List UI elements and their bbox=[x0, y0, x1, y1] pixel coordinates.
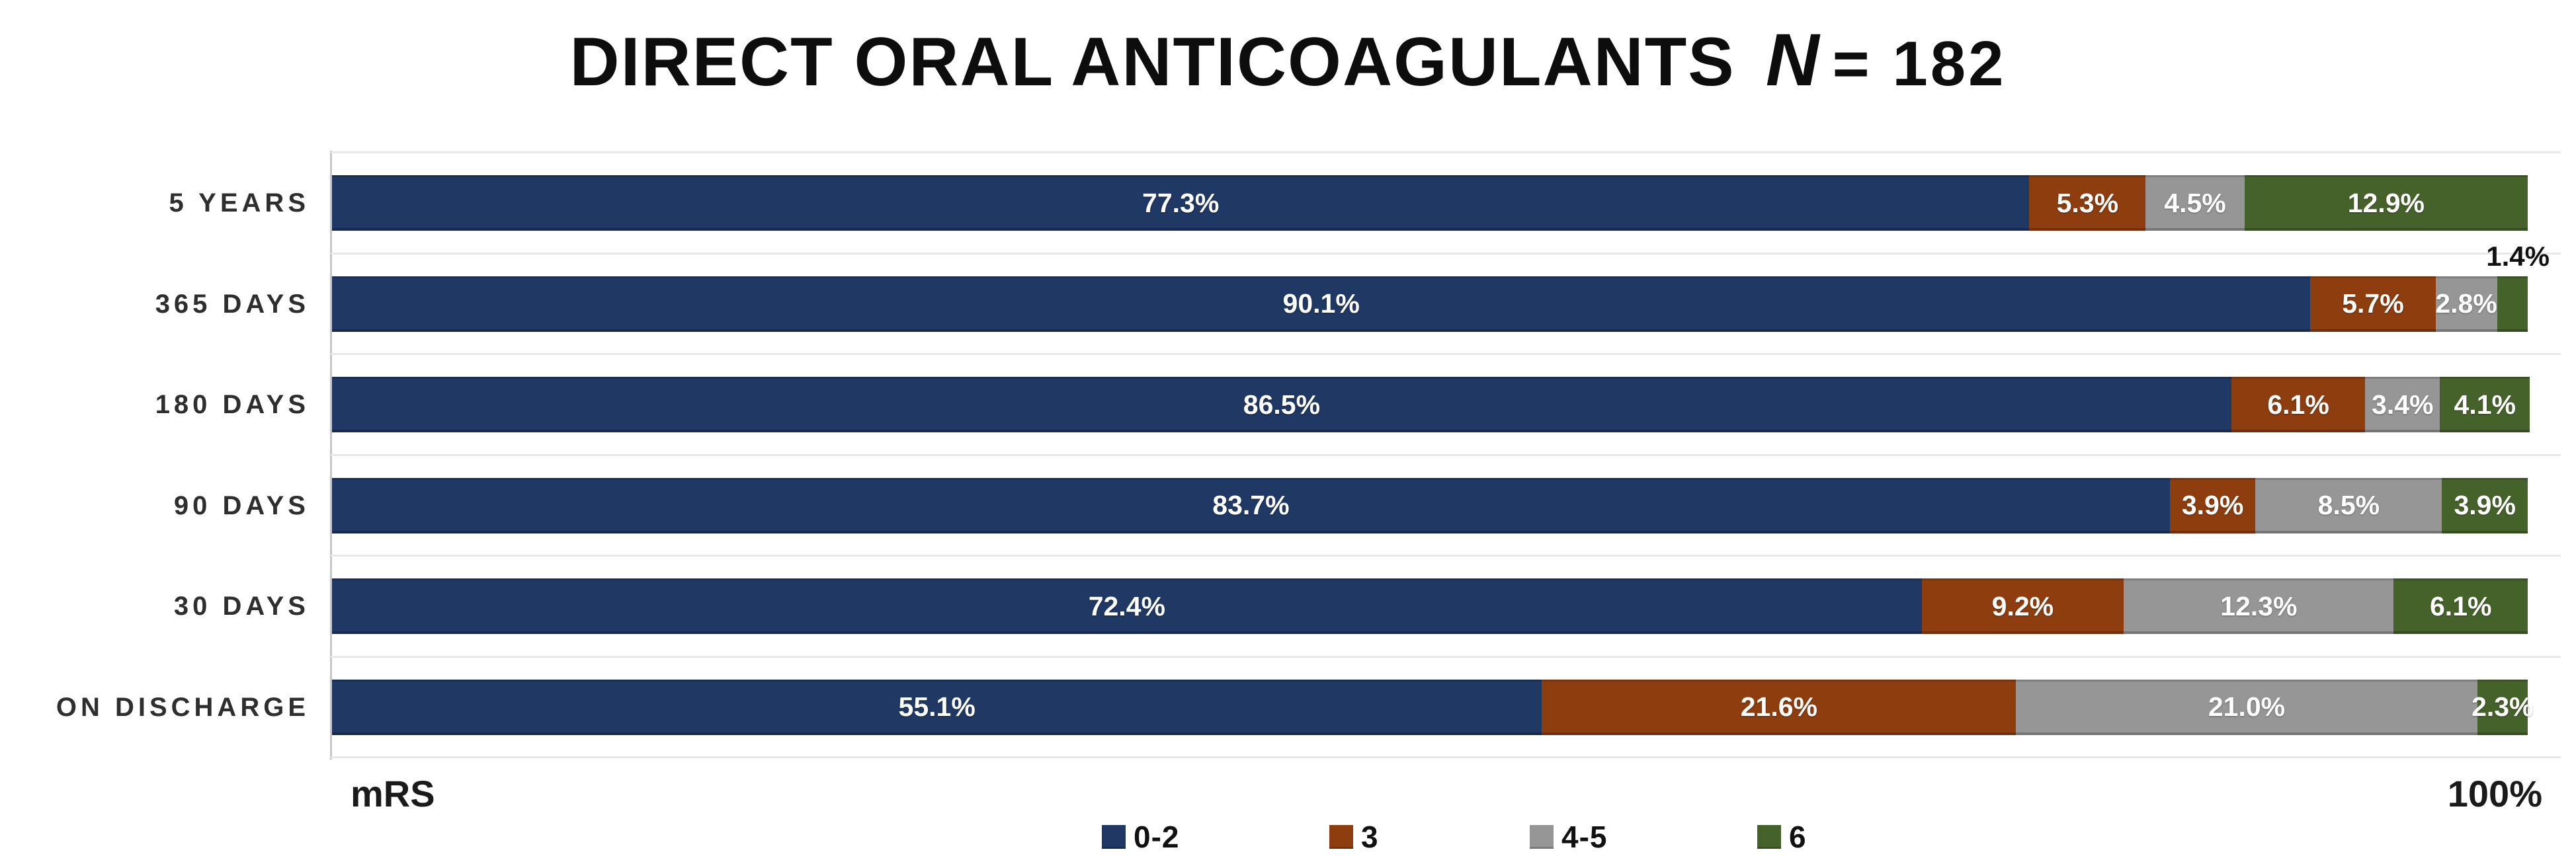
gridline bbox=[331, 756, 2561, 758]
bar-segment: 21.6% bbox=[1542, 679, 2016, 735]
segment-value-label: 72.4% bbox=[1088, 590, 1165, 621]
legend-label: 6 bbox=[1789, 820, 1807, 854]
category-label: 30 DAYS bbox=[173, 592, 310, 621]
chart-title-n-symbol: N bbox=[1765, 19, 1821, 101]
bar-row: 77.3% 5.3% 4.5% 12.9% bbox=[332, 175, 2528, 231]
segment-value-label: 2.3% bbox=[2472, 691, 2534, 722]
bar-segment: 3.9% bbox=[2169, 477, 2256, 533]
chart-title-n-value: = 182 bbox=[1832, 28, 2007, 99]
legend-item: 0-2 bbox=[1102, 820, 1179, 854]
segment-value-label: 12.3% bbox=[2220, 590, 2298, 621]
category-label: 180 DAYS bbox=[155, 390, 310, 420]
bar-segment: 3.9% bbox=[2442, 477, 2528, 533]
legend-swatch bbox=[1329, 825, 1353, 849]
bar-segment: 86.5% bbox=[332, 377, 2231, 432]
bar-segment: 3.4% bbox=[2365, 377, 2440, 432]
segment-value-label: 3.4% bbox=[2372, 389, 2434, 420]
segment-value-label: 3.9% bbox=[2181, 490, 2244, 520]
category-label: ON DISCHARGE bbox=[56, 692, 310, 722]
bar-segment: 9.2% bbox=[1921, 578, 2124, 634]
segment-value-label: 8.5% bbox=[2317, 490, 2380, 520]
segment-value-label: 4.5% bbox=[2164, 187, 2226, 218]
bar-segment: 4.1% bbox=[2440, 377, 2530, 432]
bar-segment: 72.4% bbox=[332, 578, 1922, 634]
bar-row: 90.1% 5.7% 2.8% bbox=[332, 276, 2528, 332]
chart-title-text: DIRECT ORAL ANTICOAGULANTS bbox=[569, 24, 1735, 100]
segment-value-label: 6.1% bbox=[2267, 389, 2329, 420]
legend-label: 3 bbox=[1361, 820, 1379, 854]
legend-item: 6 bbox=[1757, 820, 1807, 854]
segment-value-label: 5.3% bbox=[2056, 187, 2119, 218]
bar-segment: 12.9% bbox=[2244, 175, 2528, 231]
legend-item: 4-5 bbox=[1530, 820, 1607, 854]
bar-segment: 5.3% bbox=[2029, 175, 2146, 231]
bar-segment: 5.7% bbox=[2310, 276, 2436, 332]
category-label: 90 DAYS bbox=[173, 491, 310, 520]
segment-value-label: 5.7% bbox=[2342, 288, 2404, 319]
legend-swatch bbox=[1530, 825, 1554, 849]
bar-segment: 90.1% bbox=[332, 276, 2311, 332]
legend-swatch bbox=[1757, 825, 1781, 849]
chart-title: DIRECT ORAL ANTICOAGULANTS N = 182 bbox=[0, 17, 2576, 102]
bar-row: 86.5% 6.1% 3.4% 4.1% bbox=[332, 377, 2530, 432]
segment-value-label: 21.0% bbox=[2208, 691, 2286, 722]
segment-value-label: 83.7% bbox=[1212, 490, 1290, 520]
bar-segment: 6.1% bbox=[2231, 377, 2366, 432]
legend-item: 3 bbox=[1329, 820, 1379, 854]
segment-value-label: 9.2% bbox=[1991, 590, 2054, 621]
bar-segment: 2.8% bbox=[2435, 276, 2497, 332]
segment-value-label: 12.9% bbox=[2347, 187, 2425, 218]
gridline bbox=[331, 453, 2561, 456]
segment-value-label: 4.1% bbox=[2454, 389, 2516, 420]
x-axis-right-label: 100% bbox=[2447, 773, 2542, 814]
outside-value-label: 1.4% bbox=[2486, 241, 2550, 272]
bar-segment: 83.7% bbox=[332, 477, 2170, 533]
bar-segment bbox=[2497, 276, 2528, 332]
gridline bbox=[331, 151, 2561, 153]
segment-value-label: 6.1% bbox=[2430, 590, 2492, 621]
segment-value-label: 3.9% bbox=[2454, 490, 2516, 520]
bar-segment: 55.1% bbox=[332, 679, 1542, 735]
gridline bbox=[331, 252, 2561, 255]
bar-row: 55.1% 21.6% 21.0% 2.3% bbox=[332, 679, 2534, 735]
gridline bbox=[331, 555, 2561, 557]
legend-swatch bbox=[1102, 825, 1126, 849]
bar-segment: 12.3% bbox=[2124, 578, 2394, 634]
gridline bbox=[331, 655, 2561, 658]
segment-value-label: 2.8% bbox=[2435, 288, 2497, 319]
segment-value-label: 86.5% bbox=[1243, 389, 1321, 420]
x-axis-left-label: mRS bbox=[351, 773, 435, 814]
segment-value-label: 90.1% bbox=[1282, 288, 1360, 319]
bar-segment: 8.5% bbox=[2255, 477, 2442, 533]
category-label: 5 YEARS bbox=[169, 188, 310, 218]
bar-row: 72.4% 9.2% 12.3% 6.1% bbox=[332, 578, 2528, 634]
bar-segment: 4.5% bbox=[2145, 175, 2245, 231]
segment-value-label: 21.6% bbox=[1740, 691, 1817, 722]
bar-row: 83.7% 3.9% 8.5% 3.9% bbox=[332, 477, 2528, 533]
category-label: 365 DAYS bbox=[155, 289, 310, 319]
bar-segment: 2.3% bbox=[2472, 679, 2534, 735]
segment-value-label: 77.3% bbox=[1142, 187, 1220, 218]
bar-segment: 6.1% bbox=[2393, 578, 2528, 634]
bar-segment: 21.0% bbox=[2016, 679, 2477, 735]
gridline bbox=[331, 353, 2561, 355]
bar-segment: 77.3% bbox=[332, 175, 2030, 231]
segment-value-label: 55.1% bbox=[898, 691, 976, 722]
legend-label: 0-2 bbox=[1134, 820, 1180, 854]
legend-label: 4-5 bbox=[1561, 820, 1608, 854]
